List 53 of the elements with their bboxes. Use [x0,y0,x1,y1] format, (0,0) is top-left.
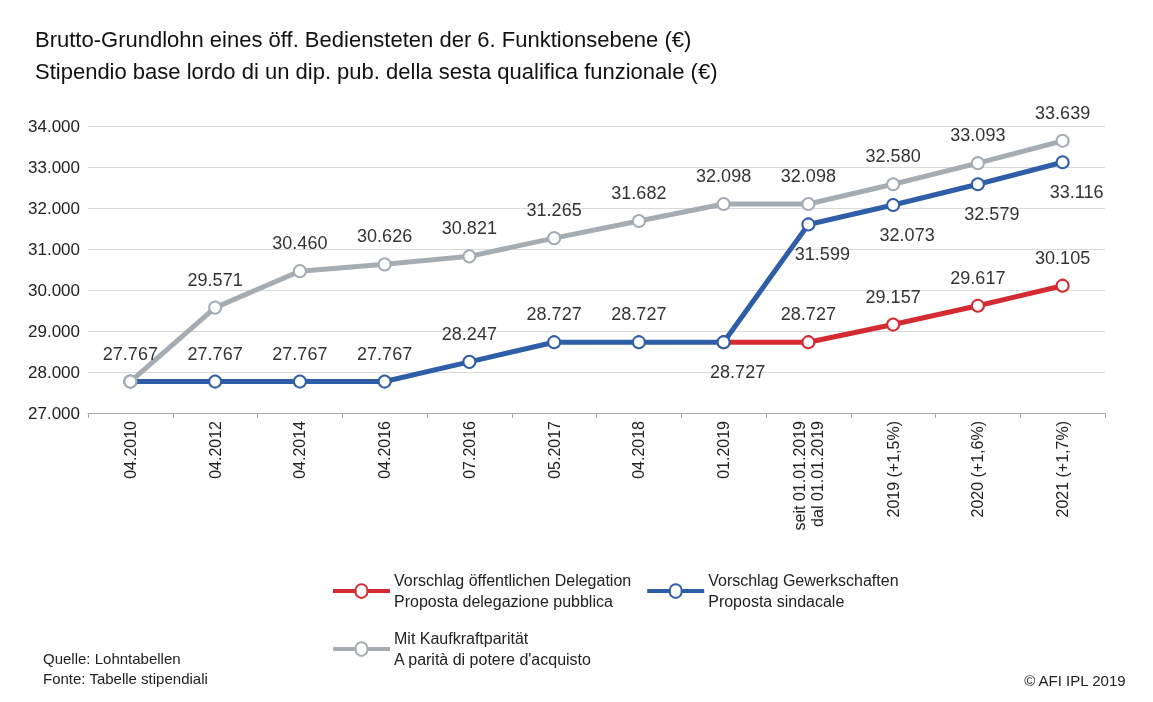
data-label: 27.767 [272,343,328,364]
text: © AFI IPL 2019 [1024,671,1126,689]
data-label: 29.157 [865,286,921,307]
data-label: 32.098 [696,165,752,186]
data-label: 32.073 [879,225,935,246]
x-tick-label: 04.2014 [291,420,309,479]
data-label: 30.105 [1035,247,1091,268]
y-tick-label: 30.000 [28,280,80,300]
data-label: 28.727 [780,304,836,325]
data-label: 28.247 [441,323,497,344]
data-label: 27.767 [187,343,243,364]
x-tick-label: 04.2010 [121,420,139,479]
legend-label: Mit Kaufkraftparität A parità di potere d'acquisto [394,630,592,668]
x-tick-label: 05.2017 [545,420,563,479]
x-tick-label: 04.2016 [376,420,394,479]
y-tick-label: 32.000 [28,198,80,218]
data-label: 30.460 [272,233,328,254]
data-label: 28.727 [710,362,766,383]
x-tick-label: 2021 (+1,7%) [1054,421,1072,518]
source-note: Quelle: Lohntabellen Fonte: Tabelle stipendiali [43,649,208,687]
x-tick-label: 04.2018 [630,420,648,479]
data-label: 28.727 [611,304,667,325]
legend-label: Vorschlag Gewerkschaften Proposta sindacale [708,572,899,610]
legend-label: Vorschlag öffentlichen Delegation Proposta delegazione pubblica [394,572,632,610]
y-tick-label: 34.000 [28,116,80,136]
data-label: 31.265 [526,200,582,221]
data-label: 27.767 [357,343,413,364]
y-tick-label: 28.000 [28,362,80,382]
data-label: 31.599 [794,244,850,265]
data-label: 33.093 [950,125,1006,146]
data-label: 28.727 [526,304,582,325]
data-label: 30.821 [441,218,497,239]
x-tick-label: 01.2019 [715,420,733,479]
data-label: 32.098 [780,165,836,186]
y-tick-label: 31.000 [28,239,80,259]
data-label: 30.626 [357,226,413,247]
data-label: 27.767 [102,343,158,364]
data-label: 29.571 [187,269,243,290]
x-tick-label: seit 01.01.2019 dal 01.01.2019 [790,420,826,531]
x-tick-label: 07.2016 [460,420,478,479]
y-tick-label: 27.000 [28,403,80,423]
data-label: 33.639 [1035,102,1091,123]
y-tick-label: 29.000 [28,321,80,341]
data-label: 33.116 [1049,182,1104,203]
data-label: 32.579 [964,204,1020,225]
y-tick-label: 33.000 [28,157,80,177]
x-tick-label: 04.2012 [206,420,224,479]
data-label: 29.617 [950,267,1006,288]
data-label: 32.580 [865,146,921,167]
chart-title: Brutto-Grundlohn eines öff. Bediensteten der 6. Funktionsebene (€) Stipendio base lordo di un dip. pub. della sesta qualifica funzionale (€) [35,26,718,84]
x-tick-label: 2019 (+1,5%) [884,421,902,518]
data-label: 31.682 [611,183,667,204]
x-tick-label: 2020 (+1,6%) [969,421,987,518]
